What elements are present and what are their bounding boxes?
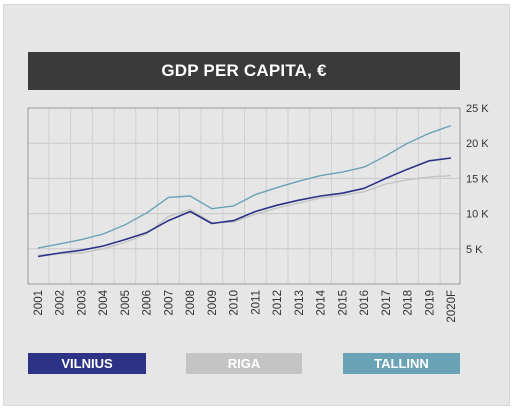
x-tick-label: 2011 — [250, 290, 262, 315]
y-tick-label: 20 K — [466, 138, 489, 150]
x-tick-label: 2012 — [272, 290, 284, 316]
x-tick-label: 2018 — [403, 290, 415, 316]
y-tick-label: 10 K — [466, 209, 489, 221]
series-line-riga — [37, 174, 452, 256]
x-tick-label: 2004 — [98, 289, 110, 315]
x-tick-label: 2014 — [316, 289, 328, 315]
series-line-vilnius — [37, 157, 452, 258]
legend-tallinn: TALLINN — [343, 353, 460, 374]
x-tick-label: 2008 — [185, 290, 197, 316]
x-tick-label: 2010 — [229, 290, 241, 316]
y-tick-label: 5 K — [466, 244, 483, 256]
x-tick-label: 2016 — [359, 290, 371, 316]
x-tick-label: 2009 — [207, 290, 219, 316]
x-tick-label: 2019 — [424, 290, 436, 316]
x-tick-label: 2001 — [33, 290, 45, 316]
plot-border — [27, 107, 461, 285]
chart-title: GDP PER CAPITA, € — [28, 52, 460, 90]
x-tick-label: 2006 — [142, 290, 154, 316]
legend-vilnius: VILNIUS — [28, 353, 146, 374]
y-tick-label: 25 K — [466, 103, 489, 115]
x-tick-label: 2007 — [163, 290, 175, 316]
series-line-tallinn — [37, 124, 452, 249]
x-tick-label: 2013 — [294, 290, 306, 316]
x-tick-label: 2002 — [55, 290, 67, 316]
x-tick-label: 2020F — [446, 290, 458, 323]
x-tick-label: 2005 — [120, 290, 132, 316]
y-tick-label: 15 K — [466, 173, 489, 185]
x-tick-label: 2017 — [381, 290, 393, 316]
legend-riga: RIGA — [186, 353, 302, 374]
x-tick-label: 2015 — [337, 290, 349, 316]
x-tick-label: 2003 — [76, 290, 88, 316]
